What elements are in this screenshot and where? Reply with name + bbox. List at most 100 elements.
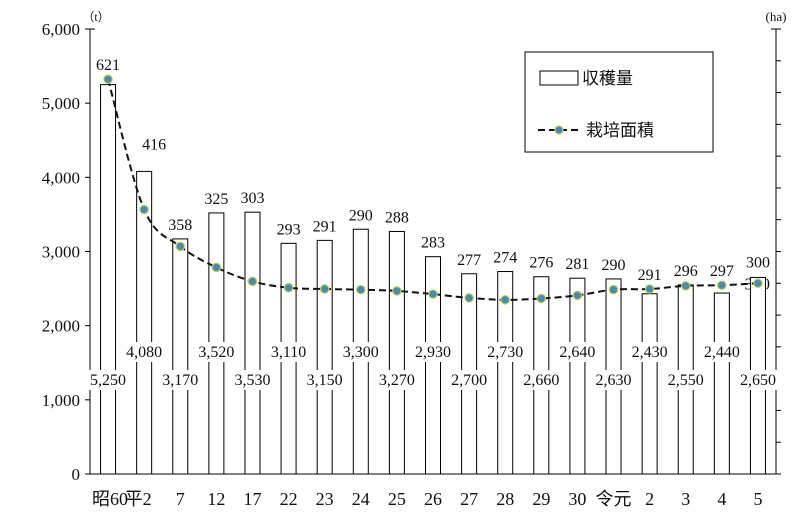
bar-value-label: 3,530 <box>234 372 270 389</box>
area-point <box>211 262 222 273</box>
bar-value-label: 2,640 <box>559 344 595 361</box>
area-point <box>608 284 619 295</box>
bar-value-label-bg <box>193 342 240 362</box>
bar <box>569 277 586 475</box>
bar-value-label-bg <box>121 342 168 362</box>
bar-value-label: 2,430 <box>632 344 668 361</box>
x-tick-label: 昭60 <box>92 489 128 509</box>
bar-value-label: 3,270 <box>379 372 415 389</box>
x-tick-label: 令元 <box>596 489 632 509</box>
x-tick-label: 平2 <box>125 489 152 509</box>
area-point <box>680 281 691 291</box>
bar-value-label-bg <box>626 342 673 362</box>
y-tick-label: 4,000 <box>42 168 80 187</box>
bar-value-label-bg <box>662 370 709 390</box>
bar-value-label-bg <box>337 342 384 362</box>
right-axis-unit: (ha) <box>766 9 787 24</box>
area-point <box>103 74 113 85</box>
area-point <box>753 278 763 289</box>
legend-box <box>524 51 714 153</box>
bar-value-label: 3,300 <box>343 344 379 361</box>
bar <box>244 211 261 475</box>
bar <box>713 292 730 475</box>
area-point <box>247 276 258 287</box>
x-tick-label: 22 <box>280 489 298 509</box>
bar-value-label-bg <box>229 370 276 390</box>
x-tick-label: 2 <box>645 489 654 509</box>
area-point <box>500 295 511 305</box>
bar-value-label-bg <box>482 342 529 362</box>
area-point <box>139 204 149 215</box>
x-tick-label: 29 <box>532 489 550 509</box>
bar-value-label: 2,630 <box>596 372 632 389</box>
x-tick-label: 3 <box>681 489 690 509</box>
area-value-label: 277 <box>457 252 481 269</box>
bar-value-label-bg <box>734 370 781 390</box>
x-tick-label: 26 <box>424 489 442 509</box>
area-point <box>392 286 402 296</box>
bar-value-label: 3,170 <box>162 372 198 389</box>
left-axis-unit: （t） <box>82 10 109 24</box>
area-value-label: 291 <box>313 218 337 235</box>
bar-value-label: 2,930 <box>415 344 451 361</box>
bar-value-label: 4,080 <box>126 344 162 361</box>
area-value-label: 297 <box>710 263 734 280</box>
legend-line-marker <box>554 125 564 135</box>
area-value-label: 296 <box>674 263 698 280</box>
bar-value-label-bg <box>554 342 601 362</box>
bar-value-label: 2,550 <box>668 372 704 389</box>
bar-value-label-bg <box>410 342 456 362</box>
bar-value-label-bg <box>590 370 637 390</box>
y-tick-label: 1,000 <box>42 391 80 410</box>
area-point <box>572 290 583 301</box>
area-value-label: 303 <box>240 190 264 207</box>
x-tick-label: 7 <box>176 489 185 509</box>
x-tick-label: 30 <box>568 489 586 509</box>
bar <box>425 256 441 475</box>
bar-value-label-bg <box>518 370 565 390</box>
legend-line-label: 栽培面積 <box>586 121 654 140</box>
bar-value-label-bg <box>85 370 132 390</box>
area-point <box>644 284 655 294</box>
x-tick-label: 28 <box>496 489 514 509</box>
area-point <box>175 241 186 252</box>
area-point <box>536 293 547 304</box>
bar <box>100 84 117 475</box>
bar-value-label-bg <box>698 342 745 362</box>
area-line-series <box>103 74 763 305</box>
x-tick-label: 4 <box>717 489 726 509</box>
y-tick-label: 6,000 <box>42 20 80 39</box>
legend-bar-swatch <box>539 70 579 86</box>
bar-value-label-bg <box>157 370 204 390</box>
area-value-label: 300 <box>746 254 770 271</box>
area-point <box>319 284 330 294</box>
bar-value-label: 2,660 <box>523 372 559 389</box>
bar-value-label: 2,440 <box>704 344 740 361</box>
bar <box>172 238 189 475</box>
area-point <box>355 284 366 295</box>
y-tick-label: 2,000 <box>42 317 80 336</box>
x-tick-label: 5 <box>753 489 762 509</box>
legend-bar-label: 収穫量 <box>582 69 633 88</box>
bar-value-label: 2,650 <box>740 372 776 389</box>
legend: 収穫量 栽培面積 <box>524 51 714 153</box>
bar <box>641 293 658 475</box>
area-point <box>717 280 727 290</box>
bar-value-label: 2,700 <box>451 372 487 389</box>
area-value-label: 293 <box>277 221 301 238</box>
bar <box>316 239 333 475</box>
bar-value-label-bg <box>301 370 348 390</box>
bar-value-label-bg <box>373 370 420 390</box>
area-value-label: 276 <box>529 255 553 272</box>
bar-value-label: 2,730 <box>487 344 523 361</box>
area-value-label: 288 <box>385 209 409 226</box>
x-tick-label: 12 <box>207 489 225 509</box>
area-point <box>464 293 474 303</box>
area-point <box>283 282 294 293</box>
area-value-label: 621 <box>96 57 120 74</box>
x-tick-label: 17 <box>243 489 261 509</box>
y-tick-label: 3,000 <box>42 243 80 262</box>
area-value-label: 290 <box>349 207 373 224</box>
area-value-label: 325 <box>204 191 228 208</box>
